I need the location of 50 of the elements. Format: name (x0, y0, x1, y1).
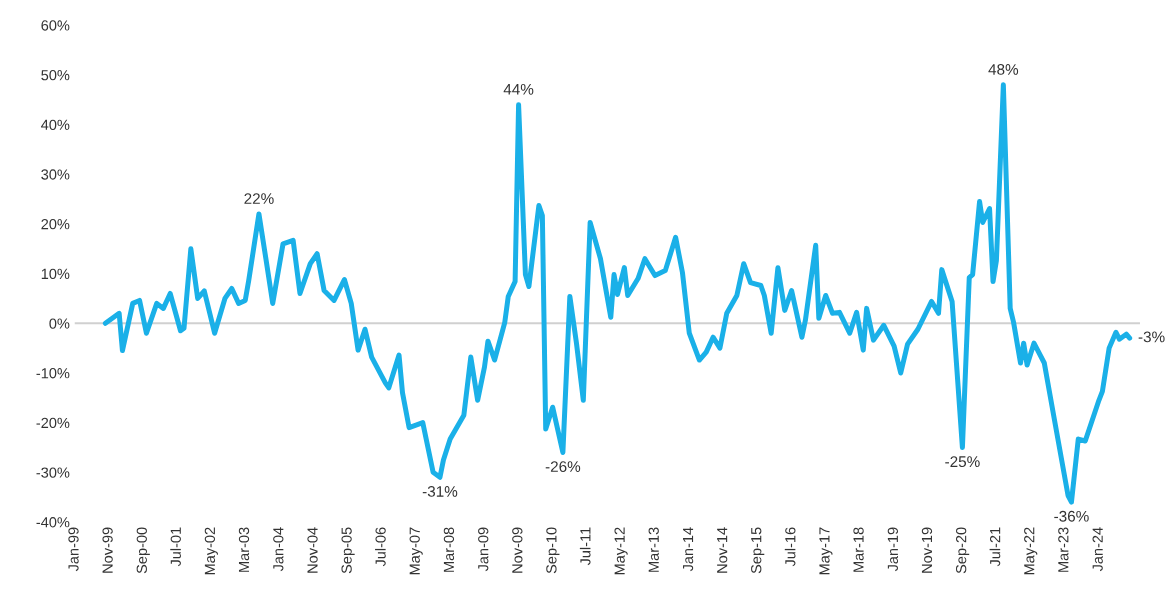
y-tick-label: -10% (36, 368, 70, 379)
x-tick-label: Nov-04 (307, 527, 318, 573)
x-tick-label: Jul-16 (784, 527, 796, 567)
x-tick-label: Jul-06 (375, 527, 386, 567)
y-tick-label: 10% (41, 268, 70, 280)
x-tick-label: Sep-00 (136, 527, 150, 574)
x-tick-label: Jan-04 (273, 527, 284, 572)
annotation: -36% (1054, 510, 1089, 522)
x-tick-label: Jul-21 (989, 527, 1001, 567)
y-tick-label: 50% (41, 69, 70, 81)
x-tick-label: Jan-99 (68, 527, 79, 572)
y-tick-label: 60% (41, 20, 70, 31)
x-tick-label: Jul-11 (579, 527, 591, 566)
x-tick-label: Sep-15 (751, 527, 765, 574)
x-tick-label: May-02 (204, 527, 218, 575)
annotation: -25% (945, 456, 980, 468)
annotation: 48% (988, 64, 1019, 75)
x-tick-label: Sep-20 (956, 527, 970, 574)
x-tick-label: Nov-19 (921, 527, 933, 573)
x-tick-label: Nov-09 (512, 527, 523, 573)
y-tick-label: 30% (41, 169, 70, 180)
x-tick-label: Nov-99 (102, 527, 113, 573)
annotation: -31% (422, 486, 458, 497)
annotation: -3% (1138, 331, 1165, 343)
x-tick-label: Mar-08 (443, 527, 455, 572)
x-tick-label: Nov-14 (717, 527, 728, 573)
annotation: -26% (545, 461, 581, 472)
annotation: 22% (244, 193, 274, 204)
y-tick-label: 40% (41, 119, 70, 130)
y-tick-label: -40% (36, 517, 70, 528)
x-tick-label: Mar-13 (648, 527, 659, 572)
y-tick-label: 20% (41, 219, 70, 230)
x-tick-label: May-22 (1024, 527, 1038, 575)
x-tick-label: Jul-01 (170, 527, 181, 567)
y-tick-label: -20% (36, 417, 70, 429)
x-tick-label: Jan-14 (683, 527, 694, 572)
x-tick-label: Mar-03 (238, 527, 250, 572)
x-tick-label: May-12 (614, 527, 628, 575)
x-tick-label: May-17 (819, 527, 833, 575)
x-tick-label: Sep-10 (546, 527, 560, 574)
x-tick-label: Mar-18 (853, 527, 864, 572)
x-tick-label: Sep-05 (341, 527, 355, 574)
x-tick-label: Jan-19 (887, 527, 899, 572)
annotation: 44% (503, 83, 534, 95)
x-tick-label: Jan-09 (478, 527, 489, 572)
y-tick-label: -30% (36, 467, 70, 478)
x-tick-label: Jan-24 (1092, 527, 1103, 572)
x-tick-label: May-07 (409, 527, 423, 575)
x-tick-label: Mar-23 (1058, 527, 1069, 572)
y-tick-label: 0% (49, 318, 70, 329)
